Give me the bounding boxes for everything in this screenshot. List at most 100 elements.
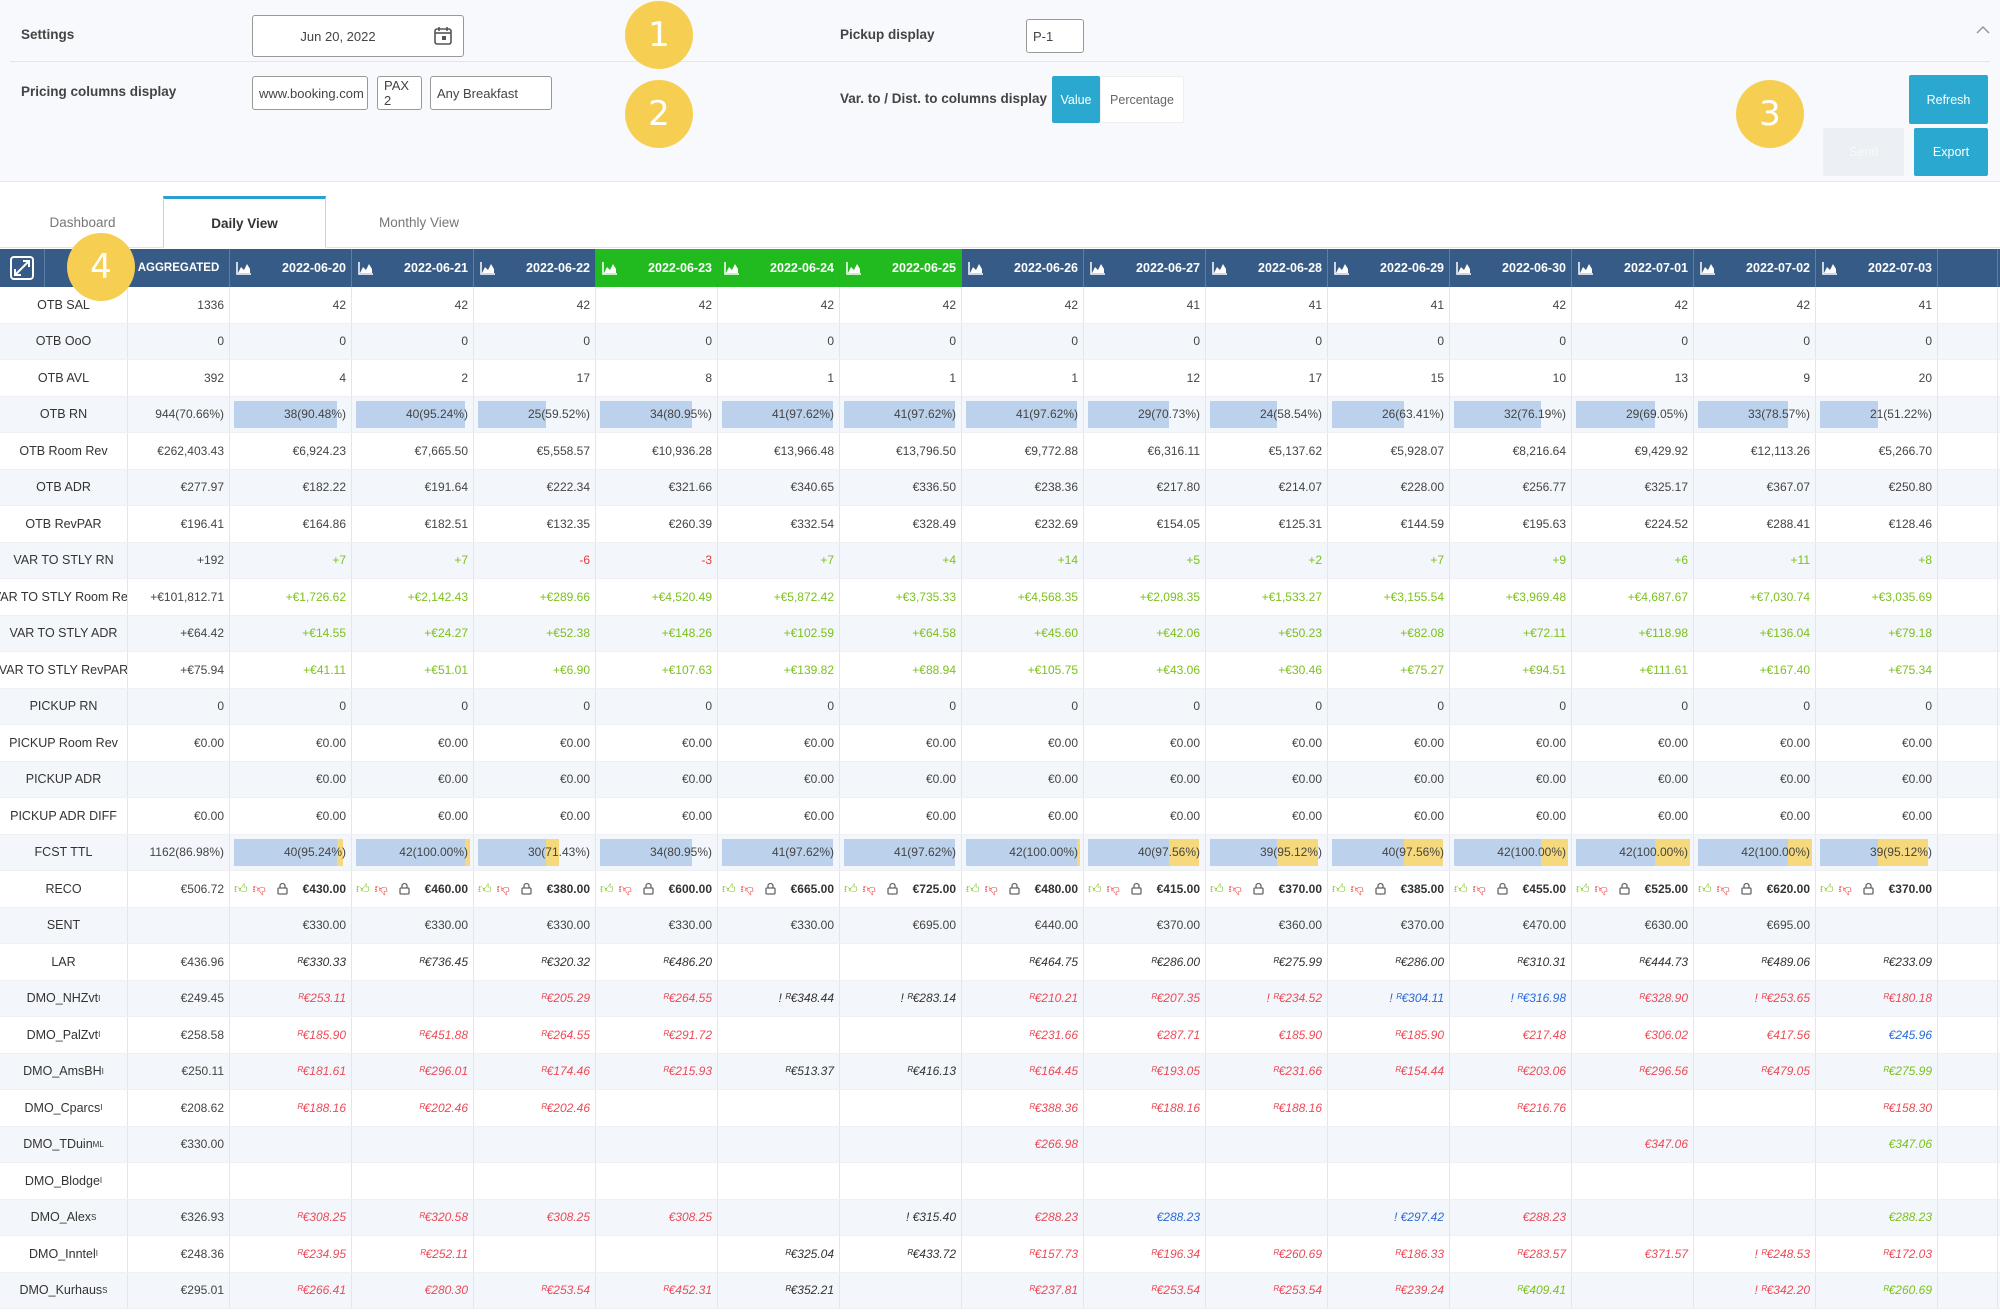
thumbs-up-icon[interactable]: 👍︎ [600,881,614,897]
date-header[interactable]: 2022-06-22 [474,249,596,287]
value-cell[interactable]: 👍︎ 👎︎ €430.00 [230,871,352,907]
chart-icon[interactable] [1700,261,1716,275]
chart-icon[interactable] [1456,261,1472,275]
thumbs-down-icon[interactable]: 👎︎ [984,881,998,897]
lock-icon[interactable] [1497,882,1508,895]
thumbs-down-icon[interactable]: 👎︎ [1838,881,1852,897]
date-header[interactable]: 2022-06-26 [962,249,1084,287]
thumbs-up-icon[interactable]: 👍︎ [478,881,492,897]
calendar-icon[interactable] [433,26,453,46]
send-button[interactable]: Send [1823,128,1904,176]
lock-icon[interactable] [1863,882,1874,895]
value-cell[interactable]: 👍︎ 👎︎ €370.00 [1206,871,1328,907]
chart-icon[interactable] [236,261,252,275]
thumbs-up-icon[interactable]: 👍︎ [1210,881,1224,897]
chart-icon[interactable] [1090,261,1106,275]
tab-monthly-view[interactable]: Monthly View [378,214,460,230]
date-header[interactable]: 2022-07-01 [1572,249,1694,287]
date-header[interactable]: 2022-06-21 [352,249,474,287]
value-cell[interactable]: 👍︎ 👎︎ €600.00 [596,871,718,907]
lock-icon[interactable] [399,882,410,895]
thumbs-down-icon[interactable]: 👎︎ [1472,881,1486,897]
chart-icon[interactable] [1212,261,1228,275]
pricing-pax-input[interactable]: PAX 2 [377,76,422,110]
value-cell[interactable]: 👍︎ 👎︎ €370.00 [1816,871,1938,907]
pricing-source-input[interactable]: www.booking.com [252,76,368,110]
chart-icon[interactable] [602,261,618,275]
lock-icon[interactable] [1375,882,1386,895]
date-header[interactable]: 2022-06-30 [1450,249,1572,287]
thumbs-down-icon[interactable]: 👎︎ [374,881,388,897]
value-cell[interactable]: 👍︎ 👎︎ €620.00 [1694,871,1816,907]
thumbs-up-icon[interactable]: 👍︎ [966,881,980,897]
thumbs-down-icon[interactable]: 👎︎ [740,881,754,897]
date-header[interactable]: 2022-06-28 [1206,249,1328,287]
lock-icon[interactable] [277,882,288,895]
thumbs-down-icon[interactable]: 👎︎ [252,881,266,897]
value-cell[interactable]: 👍︎ 👎︎ €525.00 [1572,871,1694,907]
chart-icon[interactable] [846,261,862,275]
value-cell[interactable]: 👍︎ 👎︎ €380.00 [474,871,596,907]
chart-icon[interactable] [1334,261,1350,275]
thumbs-down-icon[interactable]: 👎︎ [1716,881,1730,897]
thumbs-down-icon[interactable]: 👎︎ [862,881,876,897]
value-cell[interactable]: 👍︎ 👎︎ €415.00 [1084,871,1206,907]
lock-icon[interactable] [1619,882,1630,895]
chart-icon[interactable] [968,261,984,275]
thumbs-up-icon[interactable]: 👍︎ [1332,881,1346,897]
pricing-board-input[interactable]: Any Breakfast [430,76,552,110]
value-cell[interactable]: 👍︎ 👎︎ €480.00 [962,871,1084,907]
thumbs-up-icon[interactable]: 👍︎ [722,881,736,897]
date-header[interactable]: 2022-06-23 [596,249,718,287]
thumbs-up-icon[interactable]: 👍︎ [1576,881,1590,897]
value-cell[interactable]: 👍︎ 👎︎ €460.00 [352,871,474,907]
thumbs-up-icon[interactable]: 👍︎ [844,881,858,897]
lock-icon[interactable] [1009,882,1020,895]
export-button[interactable]: Export [1914,128,1988,176]
value-cell[interactable]: 👍︎ 👎︎ €385.00 [1328,871,1450,907]
pickup-display-input[interactable]: P-1 [1026,19,1084,53]
toggle-percentage-button[interactable]: Percentage [1100,76,1184,123]
tab-dashboard[interactable]: Dashboard [49,214,116,230]
chart-icon[interactable] [480,261,496,275]
date-header[interactable]: 2022-06-20 [230,249,352,287]
chart-icon[interactable] [358,261,374,275]
thumbs-down-icon[interactable]: 👎︎ [1350,881,1364,897]
thumbs-up-icon[interactable]: 👍︎ [1820,881,1834,897]
lock-icon[interactable] [1741,882,1752,895]
thumbs-down-icon[interactable]: 👎︎ [618,881,632,897]
collapse-chevron-icon[interactable] [1975,24,1991,36]
date-header[interactable]: 2022-07-03 [1816,249,1938,287]
toggle-value-button[interactable]: Value [1052,76,1100,123]
date-header[interactable]: 2022-06-29 [1328,249,1450,287]
thumbs-up-icon[interactable]: 👍︎ [1088,881,1102,897]
thumbs-down-icon[interactable]: 👎︎ [1228,881,1242,897]
lock-icon[interactable] [1131,882,1142,895]
lock-icon[interactable] [765,882,776,895]
chart-icon[interactable] [724,261,740,275]
date-picker[interactable]: Jun 20, 2022 [252,15,464,57]
thumbs-up-icon[interactable]: 👍︎ [1454,881,1468,897]
date-header[interactable]: 2022-06-25 [840,249,962,287]
date-header[interactable]: 2022-07-02 [1694,249,1816,287]
lock-icon[interactable] [1253,882,1264,895]
lock-icon[interactable] [643,882,654,895]
lock-icon[interactable] [521,882,532,895]
chart-icon[interactable] [1578,261,1594,275]
value-cell[interactable]: 👍︎ 👎︎ €665.00 [718,871,840,907]
thumbs-up-icon[interactable]: 👍︎ [356,881,370,897]
date-header[interactable]: 2022-06-24 [718,249,840,287]
thumbs-down-icon[interactable]: 👎︎ [1106,881,1120,897]
lock-icon[interactable] [887,882,898,895]
chart-icon[interactable] [1822,261,1838,275]
thumbs-down-icon[interactable]: 👎︎ [1594,881,1608,897]
date-header[interactable]: 2022-06-27 [1084,249,1206,287]
value-cell[interactable]: 👍︎ 👎︎ €725.00 [840,871,962,907]
thumbs-up-icon[interactable]: 👍︎ [1698,881,1712,897]
expand-icon[interactable] [10,256,34,280]
tab-daily-view[interactable]: Daily View [163,196,326,248]
thumbs-up-icon[interactable]: 👍︎ [234,881,248,897]
value-cell[interactable]: 👍︎ 👎︎ €455.00 [1450,871,1572,907]
refresh-button[interactable]: Refresh [1909,75,1988,124]
thumbs-down-icon[interactable]: 👎︎ [496,881,510,897]
